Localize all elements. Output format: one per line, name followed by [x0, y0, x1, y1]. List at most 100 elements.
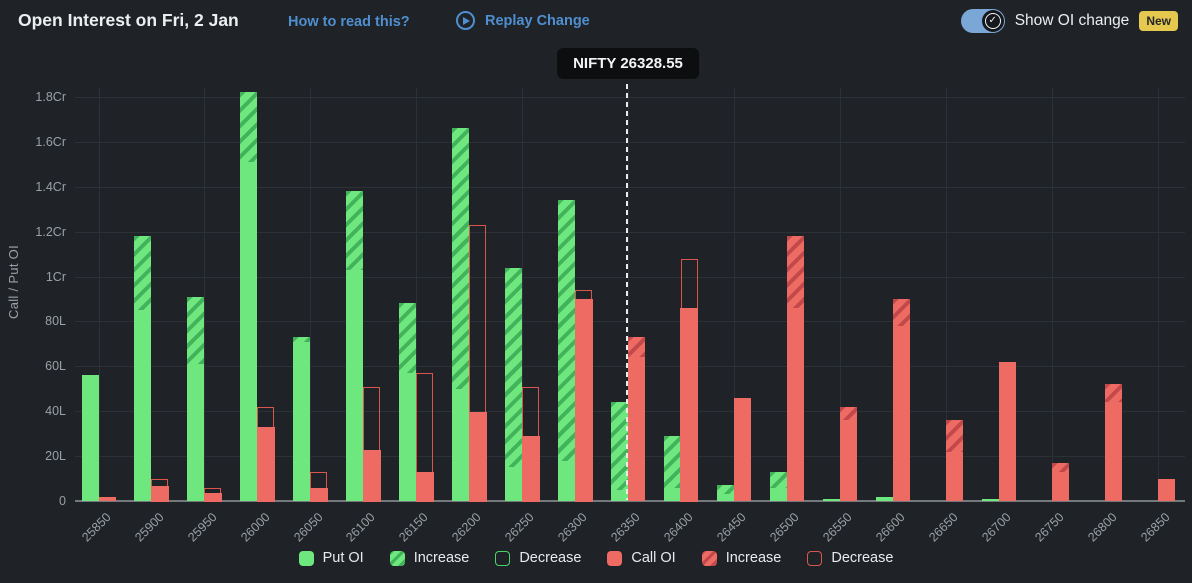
- replay-change-button[interactable]: Replay Change: [456, 11, 590, 30]
- legend-label: Decrease: [519, 550, 582, 566]
- x-tick-label: 26800: [1084, 510, 1120, 545]
- call-bar-26300[interactable]: [574, 289, 593, 502]
- legend-item-put-solid[interactable]: Put OI: [298, 550, 364, 566]
- legend-item-put-hatch[interactable]: Increase: [389, 550, 470, 566]
- put-bar-25850[interactable]: [81, 375, 99, 501]
- grid-line: [75, 276, 1185, 278]
- call-bar-26600[interactable]: [892, 298, 910, 501]
- put-bar-26700[interactable]: [981, 498, 999, 501]
- put-bar-26050[interactable]: [293, 337, 311, 501]
- call-bar-25950[interactable]: [203, 487, 222, 502]
- call-bar-26100[interactable]: [362, 386, 381, 502]
- y-tick-label: 0: [59, 494, 66, 508]
- call-bar-25850[interactable]: [98, 496, 116, 501]
- call-bar-fill: [309, 488, 328, 502]
- call-bar-26250[interactable]: [521, 386, 540, 502]
- call-bar-increase: [1051, 462, 1069, 472]
- call-bar-26550[interactable]: [839, 406, 857, 501]
- grid-line: [733, 88, 735, 501]
- y-tick-label: 1Cr: [45, 269, 66, 284]
- put-bar-25900[interactable]: [134, 236, 152, 501]
- call-bar-fill: [415, 472, 434, 502]
- y-tick-label: 20L: [45, 449, 66, 464]
- call-bar-26750[interactable]: [1051, 462, 1069, 501]
- put-bar-26250[interactable]: [505, 267, 523, 501]
- y-tick-label: 40L: [45, 404, 66, 419]
- put-bar-26200[interactable]: [452, 128, 470, 501]
- put-bar-increase: [452, 128, 470, 389]
- grid-line: [75, 141, 1185, 143]
- legend-swatch-put-solid: [298, 550, 314, 566]
- put-bar-26350[interactable]: [611, 402, 628, 501]
- call-bar-26200[interactable]: [468, 224, 487, 502]
- grid-line: [75, 231, 1185, 233]
- put-bar-increase: [399, 303, 417, 374]
- grid-line: [945, 88, 947, 501]
- call-bar-fill: [362, 449, 381, 502]
- nifty-tooltip: NIFTY 26328.55: [557, 48, 699, 79]
- x-tick-label: 26400: [661, 510, 696, 545]
- put-bar-26000[interactable]: [240, 92, 258, 501]
- call-bar-fill: [521, 436, 540, 502]
- put-bar-26500[interactable]: [769, 471, 787, 501]
- play-icon: [456, 11, 475, 30]
- x-tick-label: 26450: [714, 510, 749, 545]
- legend-item-call-outline[interactable]: Decrease: [807, 550, 893, 566]
- x-tick-label: 26600: [873, 510, 908, 545]
- legend-item-call-hatch[interactable]: Increase: [701, 550, 781, 566]
- put-bar-26450[interactable]: [716, 485, 734, 501]
- call-bar-26350[interactable]: [628, 337, 645, 501]
- put-bar-26300[interactable]: [558, 200, 576, 501]
- call-bar-26650[interactable]: [945, 420, 963, 501]
- oi-change-toggle-group: ✓ Show OI change New: [960, 9, 1178, 33]
- grid-line: [1051, 88, 1053, 501]
- x-tick-label: 26250: [502, 510, 538, 545]
- call-bar-25900[interactable]: [150, 478, 169, 502]
- put-bar-26150[interactable]: [399, 303, 417, 501]
- put-bar-increase: [346, 191, 364, 270]
- put-bar-26600[interactable]: [875, 496, 893, 501]
- call-bar-26150[interactable]: [415, 373, 434, 502]
- x-tick-label: 26500: [767, 510, 802, 545]
- grid-line: [98, 88, 100, 501]
- call-bar-26850[interactable]: [1157, 478, 1175, 501]
- how-to-read-link[interactable]: How to read this?: [288, 14, 410, 30]
- grid-line: [839, 88, 841, 501]
- x-tick-label: 25850: [78, 510, 114, 545]
- x-tick-label: 26350: [608, 510, 643, 545]
- call-bar-26500[interactable]: [786, 236, 804, 501]
- put-bar-increase: [505, 267, 523, 468]
- legend-label: Increase: [413, 550, 470, 566]
- call-bar-26000[interactable]: [256, 406, 275, 502]
- show-oi-change-toggle[interactable]: ✓: [960, 9, 1005, 33]
- grid-line: [75, 96, 1185, 98]
- toggle-label: Show OI change: [1014, 12, 1130, 29]
- call-bar-26700[interactable]: [998, 361, 1016, 501]
- put-bar-26100[interactable]: [346, 191, 364, 501]
- call-bar-26050[interactable]: [309, 471, 328, 502]
- x-tick-label: 26850: [1137, 510, 1173, 545]
- put-bar-26400[interactable]: [663, 435, 681, 501]
- put-bar-26550[interactable]: [822, 498, 840, 501]
- call-bar-26400[interactable]: [680, 258, 699, 502]
- grid-line: [522, 88, 524, 501]
- put-bar-increase: [240, 92, 258, 163]
- call-bar-fill: [574, 299, 593, 502]
- call-bar-fill: [680, 308, 699, 502]
- put-bar-increase: [716, 485, 734, 495]
- x-tick-label: 26750: [1032, 510, 1067, 545]
- y-tick-label: 60L: [45, 359, 66, 374]
- legend-item-call-solid[interactable]: Call OI: [607, 550, 676, 566]
- put-bar-25950[interactable]: [187, 296, 205, 501]
- put-bar-increase: [558, 200, 576, 461]
- legend-swatch-put-outline: [495, 550, 511, 566]
- replay-change-label: Replay Change: [485, 12, 590, 29]
- legend: Put OI Increase Decrease Call OI Increase Dec…: [0, 550, 1192, 566]
- legend-item-put-outline[interactable]: Decrease: [495, 550, 581, 566]
- call-bar-26450[interactable]: [733, 397, 751, 501]
- grid-line: [628, 88, 629, 501]
- put-bar-increase: [611, 402, 628, 490]
- call-bar-26800[interactable]: [1104, 384, 1122, 501]
- x-tick-label: 26100: [343, 510, 379, 545]
- x-tick-label: 26650: [926, 510, 961, 545]
